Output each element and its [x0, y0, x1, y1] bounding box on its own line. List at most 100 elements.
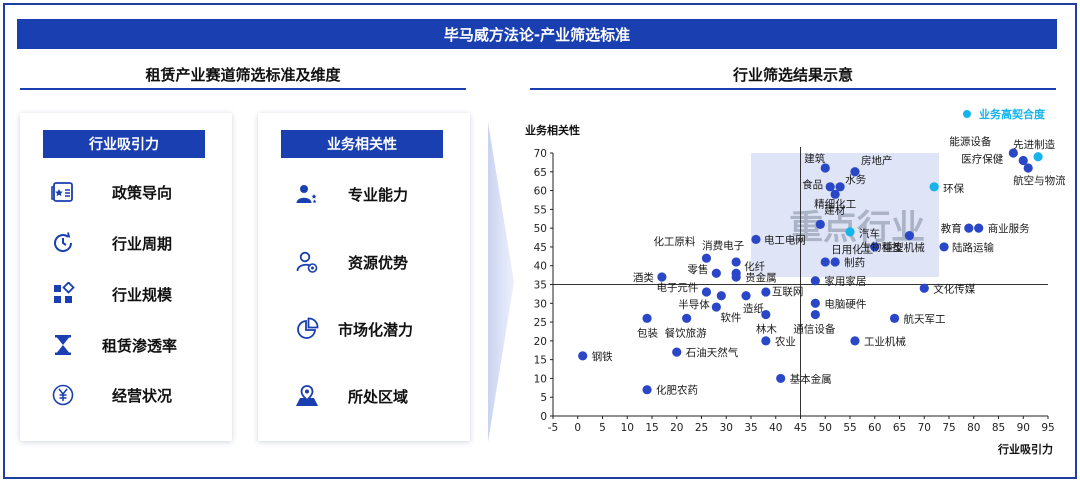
- data-point-label: 文化传媒: [933, 282, 975, 295]
- data-point-label: 航空与物流: [1013, 174, 1065, 187]
- attractiveness-item-cycle: 行业周期: [50, 230, 172, 256]
- data-point: [820, 163, 830, 173]
- data-point-label: 建筑: [804, 152, 825, 165]
- relevance-item-market: 市场化潜力: [294, 316, 413, 342]
- data-point-label: 重型机械: [883, 241, 925, 254]
- data-point: [845, 227, 855, 237]
- data-point: [657, 272, 667, 282]
- data-point-label: 软件: [720, 311, 741, 324]
- policy-document-icon: [50, 179, 76, 205]
- relevance-item-capability: 专业能力: [294, 181, 408, 207]
- data-point-label: 工业机械: [864, 335, 906, 348]
- x-tick-label: 70: [918, 422, 931, 434]
- data-point-label: 商业服务: [988, 222, 1030, 235]
- data-point-label: 环保: [943, 182, 964, 195]
- tick-labels: -5 0 5 10 15 20 25 30 35 40 45 50 55 60 65 70 75 80 85 90 95…: [534, 148, 1055, 434]
- relevance-panel: 业务相关性 专业能力 资源优势 市场化潜力 所处区域: [258, 113, 470, 441]
- data-point: [810, 309, 820, 320]
- data-point-label: 汽车: [859, 227, 880, 240]
- scale-grid-icon: [50, 281, 76, 307]
- data-point: [642, 385, 652, 395]
- data-point-label: 石油天然气: [686, 346, 739, 359]
- attractiveness-item-label: 经营状况: [112, 386, 173, 405]
- data-point: [904, 231, 914, 241]
- y-tick-label: 30: [534, 298, 547, 310]
- data-point-label: 建材: [824, 203, 845, 216]
- data-point: [929, 182, 939, 192]
- data-point-label: 能源设备: [949, 135, 991, 148]
- data-point-label: 家用家居: [824, 275, 866, 288]
- x-tick-label: 65: [893, 422, 906, 434]
- y-axis-label: 业务相关性: [525, 123, 580, 137]
- x-tick-label: 10: [621, 422, 634, 434]
- data-point: [1018, 155, 1028, 166]
- attractiveness-item-label: 租赁渗透率: [102, 336, 178, 355]
- focus-area-label: 重点行业: [789, 208, 925, 248]
- focus-area: [751, 153, 940, 277]
- data-point: [642, 313, 652, 323]
- data-point: [815, 219, 825, 229]
- user-resource-icon: [294, 249, 320, 275]
- attractiveness-item-label: 行业周期: [112, 234, 173, 253]
- attractiveness-item-policy: 政策导向: [50, 179, 172, 205]
- y-tick-label: 0: [540, 411, 547, 423]
- data-point-label: 零售: [687, 263, 708, 276]
- data-point: [672, 347, 682, 357]
- hourglass-icon: [50, 332, 76, 358]
- data-point-label: 医疗保健: [961, 153, 1003, 166]
- y-tick-label: 25: [534, 317, 547, 329]
- right-section-title: 行业筛选结果示意: [732, 66, 853, 84]
- x-tick-label: 45: [794, 422, 807, 434]
- x-tick-label: 5: [599, 422, 606, 434]
- data-point: [939, 242, 949, 252]
- data-point: [825, 182, 835, 192]
- data-point: [751, 234, 761, 245]
- data-point-label: 化肥农药: [656, 384, 698, 397]
- legend-marker: [963, 110, 971, 118]
- data-point: [701, 253, 712, 263]
- user-stars-icon: [294, 181, 320, 207]
- y-tick-label: 40: [534, 261, 547, 273]
- data-point: [701, 287, 712, 297]
- y-tick-label: 5: [540, 392, 547, 404]
- data-point: [1033, 152, 1043, 162]
- data-point-label: 日用化工: [831, 243, 873, 256]
- data-point-label: 造纸: [743, 302, 764, 315]
- data-point: [835, 182, 845, 192]
- relevance-item-region: 所处区域: [294, 383, 408, 409]
- data-point: [974, 223, 984, 233]
- y-tick-label: 55: [534, 204, 547, 216]
- data-point-label: 精细化工: [814, 197, 856, 210]
- legend-label: 业务高契合度: [979, 107, 1046, 121]
- x-tick-label: 0: [574, 422, 581, 434]
- flow-arrow: [488, 122, 514, 442]
- data-point-label: 制药: [844, 256, 865, 269]
- data-point: [682, 313, 692, 323]
- relevance-item-label: 专业能力: [348, 185, 409, 204]
- data-point-label: 贵金属: [745, 271, 777, 284]
- data-point-label: 电脑硬件: [824, 297, 866, 310]
- data-point-label: 教育: [941, 222, 962, 235]
- relevance-item-label: 市场化潜力: [338, 320, 414, 339]
- x-tick-label: 75: [942, 422, 955, 434]
- data-point-label: 水务: [845, 173, 867, 186]
- data-point-label: 电子元件: [656, 281, 698, 294]
- data-point-label: 酒类: [633, 271, 654, 284]
- yen-coin-icon: [50, 382, 76, 408]
- data-point-label: 基本金属: [790, 372, 832, 385]
- x-axis-label: 行业吸引力: [997, 442, 1053, 456]
- x-tick-label: 95: [1041, 422, 1054, 434]
- x-tick-label: 40: [769, 422, 782, 434]
- relevance-item-resource: 资源优势: [294, 249, 408, 275]
- attractiveness-item-label: 政策导向: [112, 183, 173, 202]
- relevance-item-label: 资源优势: [348, 253, 409, 272]
- data-point: [830, 257, 840, 267]
- data-point: [731, 272, 741, 282]
- attractiveness-panel: 行业吸引力 政策导向 行业周期 行业规模 租赁渗透率 经营状况: [20, 113, 232, 441]
- data-point: [964, 223, 974, 233]
- data-point-label: 生物科技: [860, 241, 902, 254]
- page-title: 毕马威方法论-产业筛选标准: [17, 19, 1057, 49]
- data-point: [761, 336, 771, 346]
- x-tick-label: -5: [548, 422, 558, 434]
- data-point: [870, 242, 880, 252]
